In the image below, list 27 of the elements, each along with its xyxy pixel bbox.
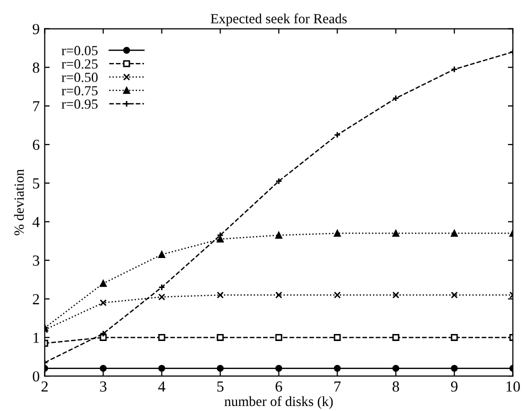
y-tick-label: 1 xyxy=(34,332,39,343)
legend-label: r=0.05 xyxy=(62,46,98,56)
y-tick-label: 7 xyxy=(33,101,40,112)
chart-title: Expected seek for Reads xyxy=(210,13,347,26)
x-tick-label: 2 xyxy=(42,381,48,392)
legend-label: r=0.25 xyxy=(62,59,98,69)
x-tick-label: 9 xyxy=(451,381,458,392)
y-tick-label: 8 xyxy=(32,62,40,73)
y-tick-label: 0 xyxy=(32,371,40,382)
y-tick-label: 4 xyxy=(32,216,40,228)
x-tick-label: 3 xyxy=(100,381,106,392)
y-tick-label: 6 xyxy=(32,140,40,150)
legend-label: r=0.75 xyxy=(62,86,98,96)
y-tick-label: 9 xyxy=(32,24,40,34)
y-axis-title: % deviation xyxy=(14,169,24,236)
x-tick-label: 4 xyxy=(158,381,166,392)
x-tick-label: 10 xyxy=(506,381,520,392)
y-tick-label: 5 xyxy=(33,178,40,189)
y-tick-label: 3 xyxy=(32,255,40,266)
legend-label: r=0.50 xyxy=(62,72,98,82)
x-tick-label: 8 xyxy=(392,381,400,392)
x-tick-label: 6 xyxy=(276,381,282,392)
y-tick-label: 2 xyxy=(32,294,40,304)
x-axis-title: number of disks (k) xyxy=(224,396,333,409)
x-tick-label: 5 xyxy=(217,382,224,392)
x-tick-label: 7 xyxy=(334,382,341,392)
legend-label: r=0.95 xyxy=(62,99,98,109)
